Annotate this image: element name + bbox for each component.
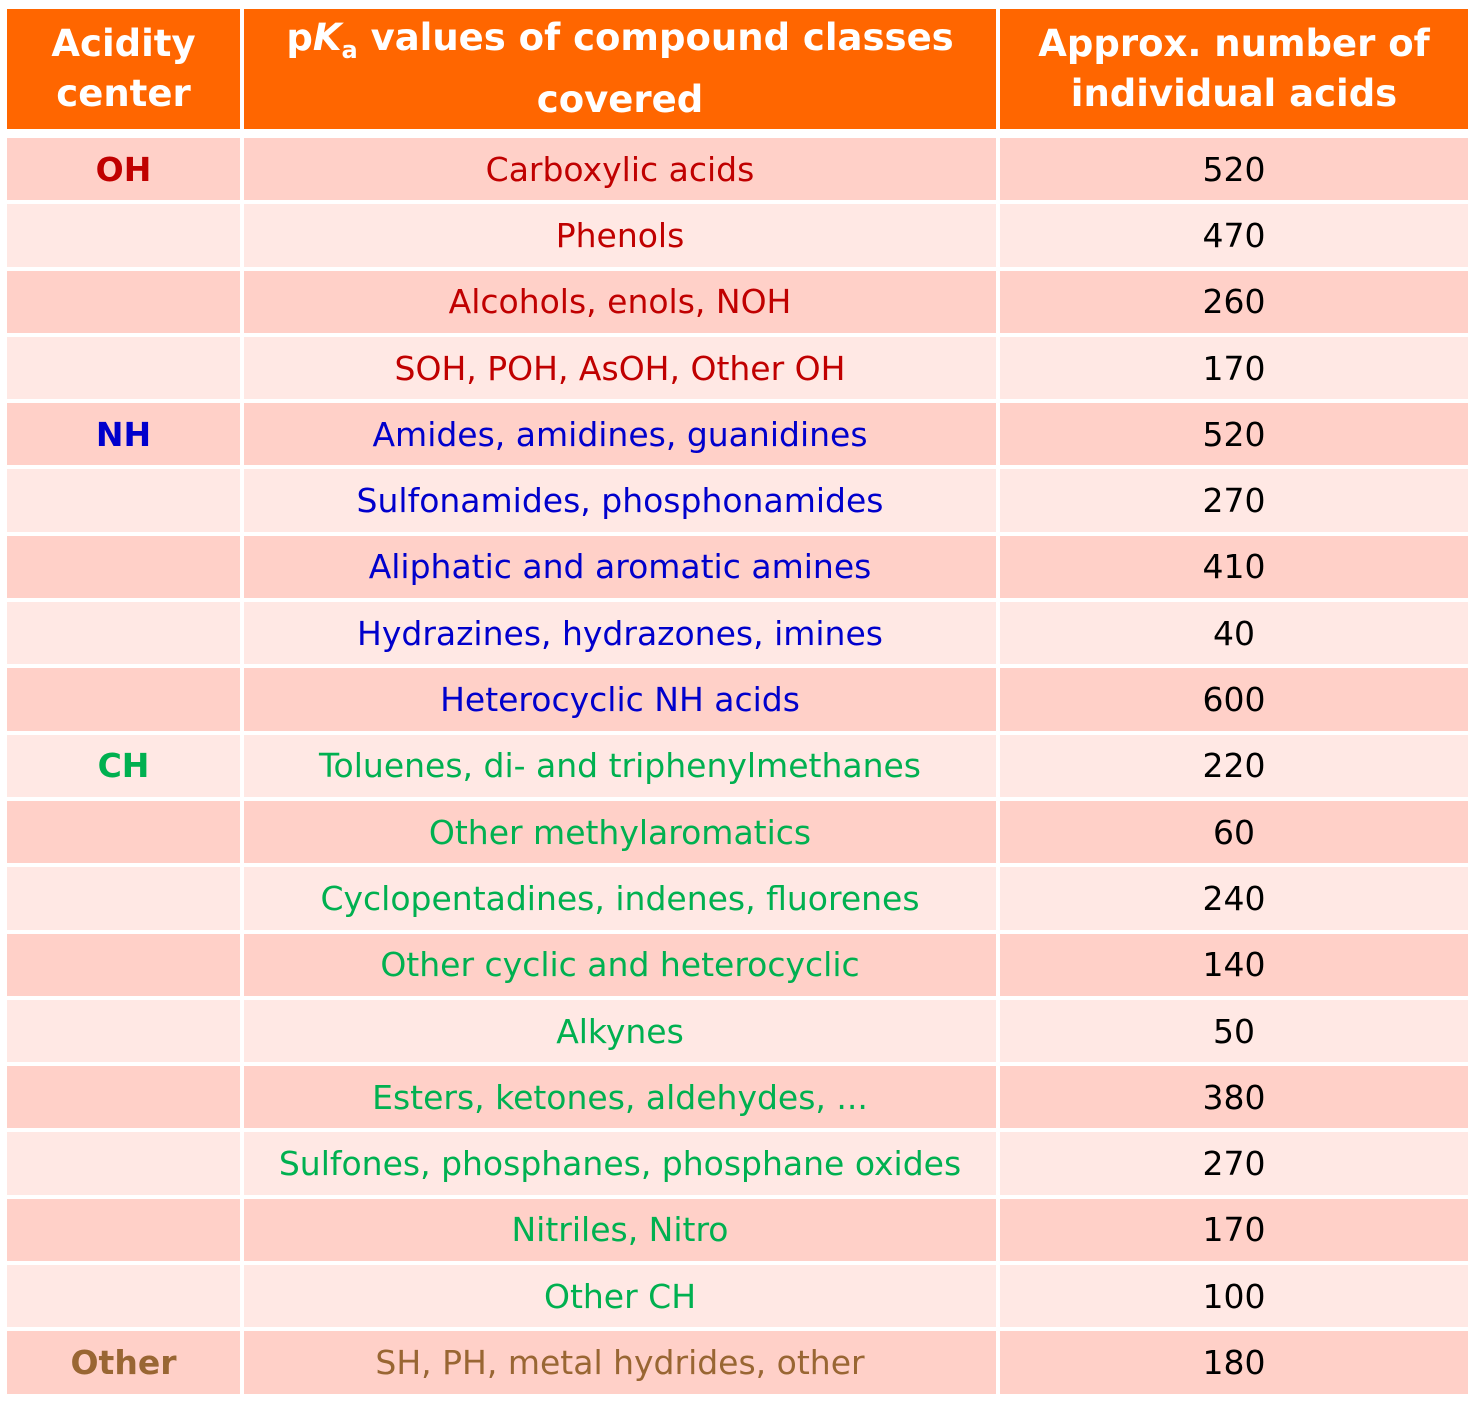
acidity-center-cell [7,933,240,996]
count-cell: 140 [1000,933,1468,996]
header-k: K [312,16,342,59]
acidity-center-cell [7,1132,240,1195]
header-rest: values of compound classes covered [357,16,954,121]
acidity-center-cell [7,800,240,864]
acidity-center-cell [7,1265,240,1328]
acidity-center-cell [7,204,240,267]
header-acidity-center: Acidity center [7,9,240,129]
count-cell: 50 [1000,999,1468,1063]
count-cell: 240 [1000,867,1468,930]
count-cell: 220 [1000,734,1468,797]
compound-class-cell: Toluenes, di- and triphenylmethanes [244,734,996,797]
count-cell: 260 [1000,270,1468,333]
compound-class-cell: Esters, ketones, aldehydes, ... [244,1066,996,1129]
compound-class-cell: Cyclopentadines, indenes, fluorenes [244,867,996,930]
count-cell: 270 [1000,1132,1468,1195]
compound-class-cell: Alcohols, enols, NOH [244,270,996,333]
count-cell: 520 [1000,403,1468,466]
acidity-center-cell [7,535,240,599]
count-cell: 470 [1000,204,1468,267]
compound-class-cell: Alkynes [244,999,996,1063]
compound-class-cell: Nitriles, Nitro [244,1198,996,1262]
count-cell: 180 [1000,1331,1468,1394]
count-cell: 170 [1000,336,1468,400]
header-p: p [286,16,313,59]
header-sub: a [341,36,358,64]
compound-class-cell: Heterocyclic NH acids [244,668,996,731]
compound-class-cell: Other methylaromatics [244,800,996,864]
count-cell: 60 [1000,800,1468,864]
header-number-acids: Approx. number of individual acids [1000,9,1468,129]
count-cell: 170 [1000,1198,1468,1262]
compound-class-cell: Hydrazines, hydrazones, imines [244,602,996,665]
acidity-center-cell [7,668,240,731]
table-body: OH Carboxylic acids 520 Phenols 470 Alcohols,… [7,138,1468,1394]
header-pka-classes: pKa values of compound classes covered [244,9,996,129]
compound-class-cell: Phenols [244,204,996,267]
count-cell: 600 [1000,668,1468,731]
compound-class-cell: SH, PH, metal hydrides, other [244,1331,996,1394]
count-cell: 520 [1000,138,1468,201]
acidity-center-cell: CH [7,734,240,797]
acidity-center-cell [7,270,240,333]
compound-class-cell: Carboxylic acids [244,138,996,201]
count-cell: 410 [1000,535,1468,599]
acidity-center-cell [7,867,240,930]
compound-class-cell: Sulfones, phosphanes, phosphane oxides [244,1132,996,1195]
compound-class-cell: Sulfonamides, phosphonamides [244,469,996,532]
compound-class-cell: SOH, POH, AsOH, Other OH [244,336,996,400]
acidity-center-cell [7,1198,240,1262]
acidity-center-cell: NH [7,403,240,466]
acidity-center-cell [7,469,240,532]
compound-class-cell: Aliphatic and aromatic amines [244,535,996,599]
acidity-center-cell [7,1066,240,1129]
count-cell: 380 [1000,1066,1468,1129]
acidity-center-cell: Other [7,1331,240,1394]
count-cell: 100 [1000,1265,1468,1328]
table-header: Acidity center pKa values of compound cl… [7,9,1468,129]
count-cell: 40 [1000,602,1468,665]
compound-class-cell: Other cyclic and heterocyclic [244,933,996,996]
compound-class-cell: Other CH [244,1265,996,1328]
acidity-center-cell [7,602,240,665]
acidity-center-cell [7,336,240,400]
acidity-center-cell [7,999,240,1063]
count-cell: 270 [1000,469,1468,532]
compound-class-cell: Amides, amidines, guanidines [244,403,996,466]
acidity-center-cell: OH [7,138,240,201]
